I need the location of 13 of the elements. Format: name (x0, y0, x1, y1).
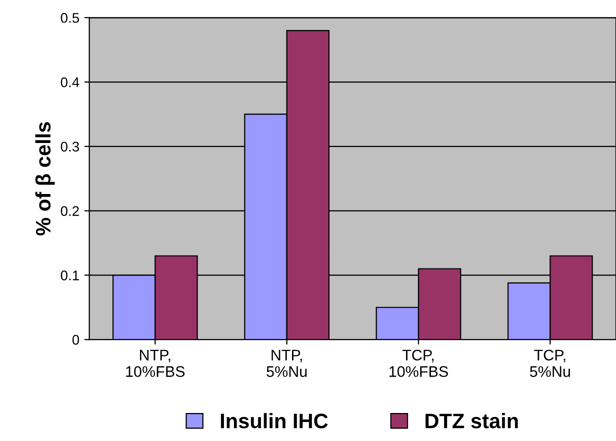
x-tick-label: TCP, 10%FBS (390, 350, 448, 377)
x-tick-label: TCP, 5%Nu (530, 350, 570, 377)
y-axis-title: % of β cells (35, 122, 55, 236)
legend-label: Insulin IHC (220, 413, 328, 428)
y-tick-label: 0.1 (60, 270, 79, 280)
legend-label: DTZ stain (426, 413, 518, 428)
y-tick-label: 0.2 (60, 206, 79, 216)
x-tick-label: NTP, 5%Nu (266, 350, 307, 377)
x-tick-label: NTP, 10%FBS (126, 350, 185, 377)
y-tick-label: 0.5 (60, 12, 80, 23)
y-tick-label: 0.4 (60, 77, 80, 88)
y-tick-label: 0.3 (60, 142, 79, 152)
y-tick-label: 0 (72, 334, 80, 345)
